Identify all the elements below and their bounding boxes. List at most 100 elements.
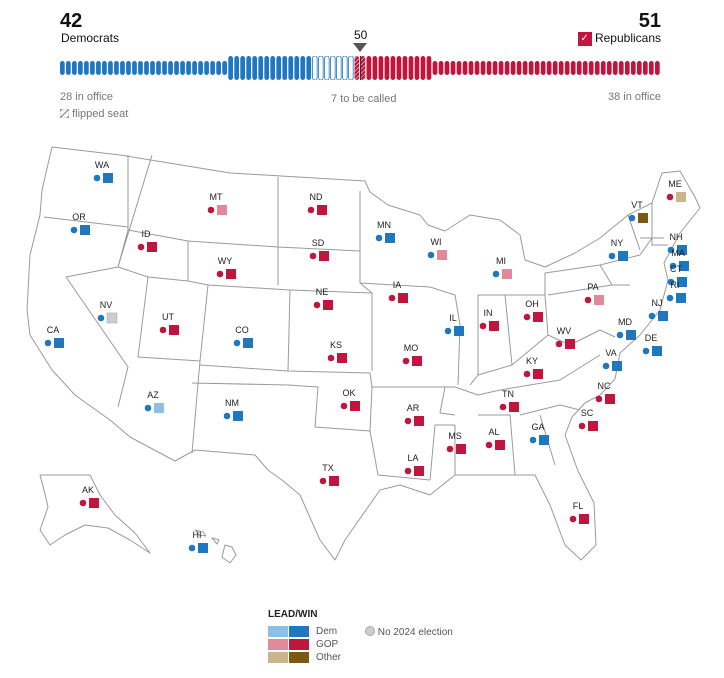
state-label: WV bbox=[557, 326, 572, 336]
seat-in-office-dot bbox=[427, 251, 435, 259]
race-result-square bbox=[414, 416, 424, 426]
seat-rep-office bbox=[462, 61, 468, 75]
race-result-square bbox=[612, 361, 622, 371]
state-label: NE bbox=[316, 287, 329, 297]
seat-rep-office bbox=[618, 61, 624, 75]
state-wi: WI bbox=[427, 237, 447, 260]
majority-marker-icon bbox=[353, 43, 367, 52]
state-al: AL bbox=[485, 427, 505, 450]
seat-rep-office bbox=[654, 61, 660, 75]
seat-in-office-dot bbox=[223, 412, 231, 420]
state-nv: NV bbox=[97, 300, 118, 324]
seat-dem-office bbox=[192, 61, 197, 75]
seat-in-office-dot bbox=[340, 402, 348, 410]
race-result-square bbox=[676, 293, 686, 303]
state-ne: NE bbox=[313, 287, 333, 310]
seat-rep-office bbox=[570, 61, 576, 75]
seat-rep-office bbox=[468, 61, 474, 75]
state-label: FL bbox=[573, 501, 584, 511]
seat-in-office-dot bbox=[479, 322, 487, 330]
seat-in-office-dot bbox=[523, 370, 531, 378]
state-sd: SD bbox=[309, 238, 329, 261]
seat-dem-won bbox=[252, 56, 258, 80]
state-hi: HI bbox=[188, 530, 208, 553]
state-label: MO bbox=[404, 343, 419, 353]
seat-dem-office bbox=[126, 61, 131, 75]
seat-rep-office bbox=[522, 61, 528, 75]
seat-dem-won bbox=[282, 56, 288, 80]
seat-rep-office bbox=[492, 61, 498, 75]
seat-in-office-dot bbox=[666, 193, 674, 201]
race-result-square bbox=[509, 402, 519, 412]
seat-in-office-dot bbox=[159, 326, 167, 334]
state-label: MD bbox=[618, 317, 632, 327]
state-il: IL bbox=[444, 313, 464, 336]
seat-in-office-dot bbox=[628, 214, 636, 222]
state-shapes bbox=[26, 146, 701, 564]
seat-dem-office bbox=[96, 61, 101, 75]
seat-dem-office bbox=[78, 61, 83, 75]
legend-dem: Dem bbox=[316, 626, 338, 637]
race-result-square bbox=[579, 514, 589, 524]
seat-dem-office bbox=[132, 61, 137, 75]
seat-dem-won bbox=[246, 56, 252, 80]
seat-in-office-dot bbox=[97, 314, 105, 322]
seat-in-office-dot bbox=[233, 339, 241, 347]
race-result-square bbox=[618, 251, 628, 261]
seat-rep-office bbox=[528, 61, 534, 75]
seat-in-office-dot bbox=[216, 270, 224, 278]
state-label: CO bbox=[235, 325, 249, 335]
seat-rep-office bbox=[438, 61, 444, 75]
state-label: MN bbox=[377, 220, 391, 230]
seat-rep-office bbox=[456, 61, 462, 75]
seat-rep-won bbox=[402, 56, 408, 80]
seat-dem-office bbox=[138, 61, 143, 75]
race-result-square bbox=[350, 401, 360, 411]
race-result-square bbox=[154, 403, 164, 413]
seat-dem-won bbox=[306, 56, 312, 80]
seat-in-office-dot bbox=[523, 313, 531, 321]
seat-in-office-dot bbox=[578, 422, 586, 430]
state-ok: OK bbox=[340, 388, 360, 411]
seat-rep-won bbox=[378, 56, 384, 80]
seat-in-office-dot bbox=[608, 252, 616, 260]
seat-in-office-dot bbox=[319, 477, 327, 485]
race-result-square bbox=[243, 338, 253, 348]
state-label: NV bbox=[100, 300, 113, 310]
state-label: ID bbox=[142, 229, 152, 239]
race-result-square bbox=[169, 325, 179, 335]
seat-in-office-dot bbox=[402, 357, 410, 365]
state-nh: NH bbox=[667, 232, 687, 255]
seat-in-office-dot bbox=[669, 262, 677, 270]
race-result-square bbox=[677, 277, 687, 287]
seat-dem-office bbox=[162, 61, 167, 75]
seat-in-office-dot bbox=[44, 339, 52, 347]
race-result-square bbox=[658, 311, 668, 321]
race-result-square bbox=[489, 321, 499, 331]
seat-dem-won bbox=[258, 56, 264, 80]
state-pa: PA bbox=[584, 282, 604, 305]
seat-dem-office bbox=[60, 61, 65, 75]
seat-dem-office bbox=[144, 61, 149, 75]
seat-in-office-dot bbox=[569, 515, 577, 523]
seat-in-office-dot bbox=[313, 301, 321, 309]
race-result-square bbox=[456, 444, 466, 454]
race-result-square bbox=[385, 233, 395, 243]
seat-rep-office bbox=[486, 61, 492, 75]
state-label: CA bbox=[47, 325, 60, 335]
seat-in-office-dot bbox=[584, 296, 592, 304]
seat-rep-office bbox=[636, 61, 642, 75]
state-vt: VT bbox=[628, 200, 648, 223]
state-markers: WA OR CA NV ID MT WY UT AZ CO NM ND SD NE KS OK TX MN IA MO… bbox=[44, 160, 689, 553]
race-result-square bbox=[319, 251, 329, 261]
state-label: DE bbox=[645, 333, 658, 343]
state-label: GA bbox=[531, 422, 544, 432]
state-label: IN bbox=[484, 308, 493, 318]
seat-rep-office bbox=[606, 61, 612, 75]
seat-in-office-dot bbox=[446, 445, 454, 453]
seat-rep-won bbox=[426, 56, 432, 80]
seat-dem-office bbox=[120, 61, 125, 75]
seat-in-office-dot bbox=[444, 327, 452, 335]
seat-in-office-dot bbox=[667, 246, 675, 254]
gop-lead-swatch bbox=[268, 639, 288, 650]
